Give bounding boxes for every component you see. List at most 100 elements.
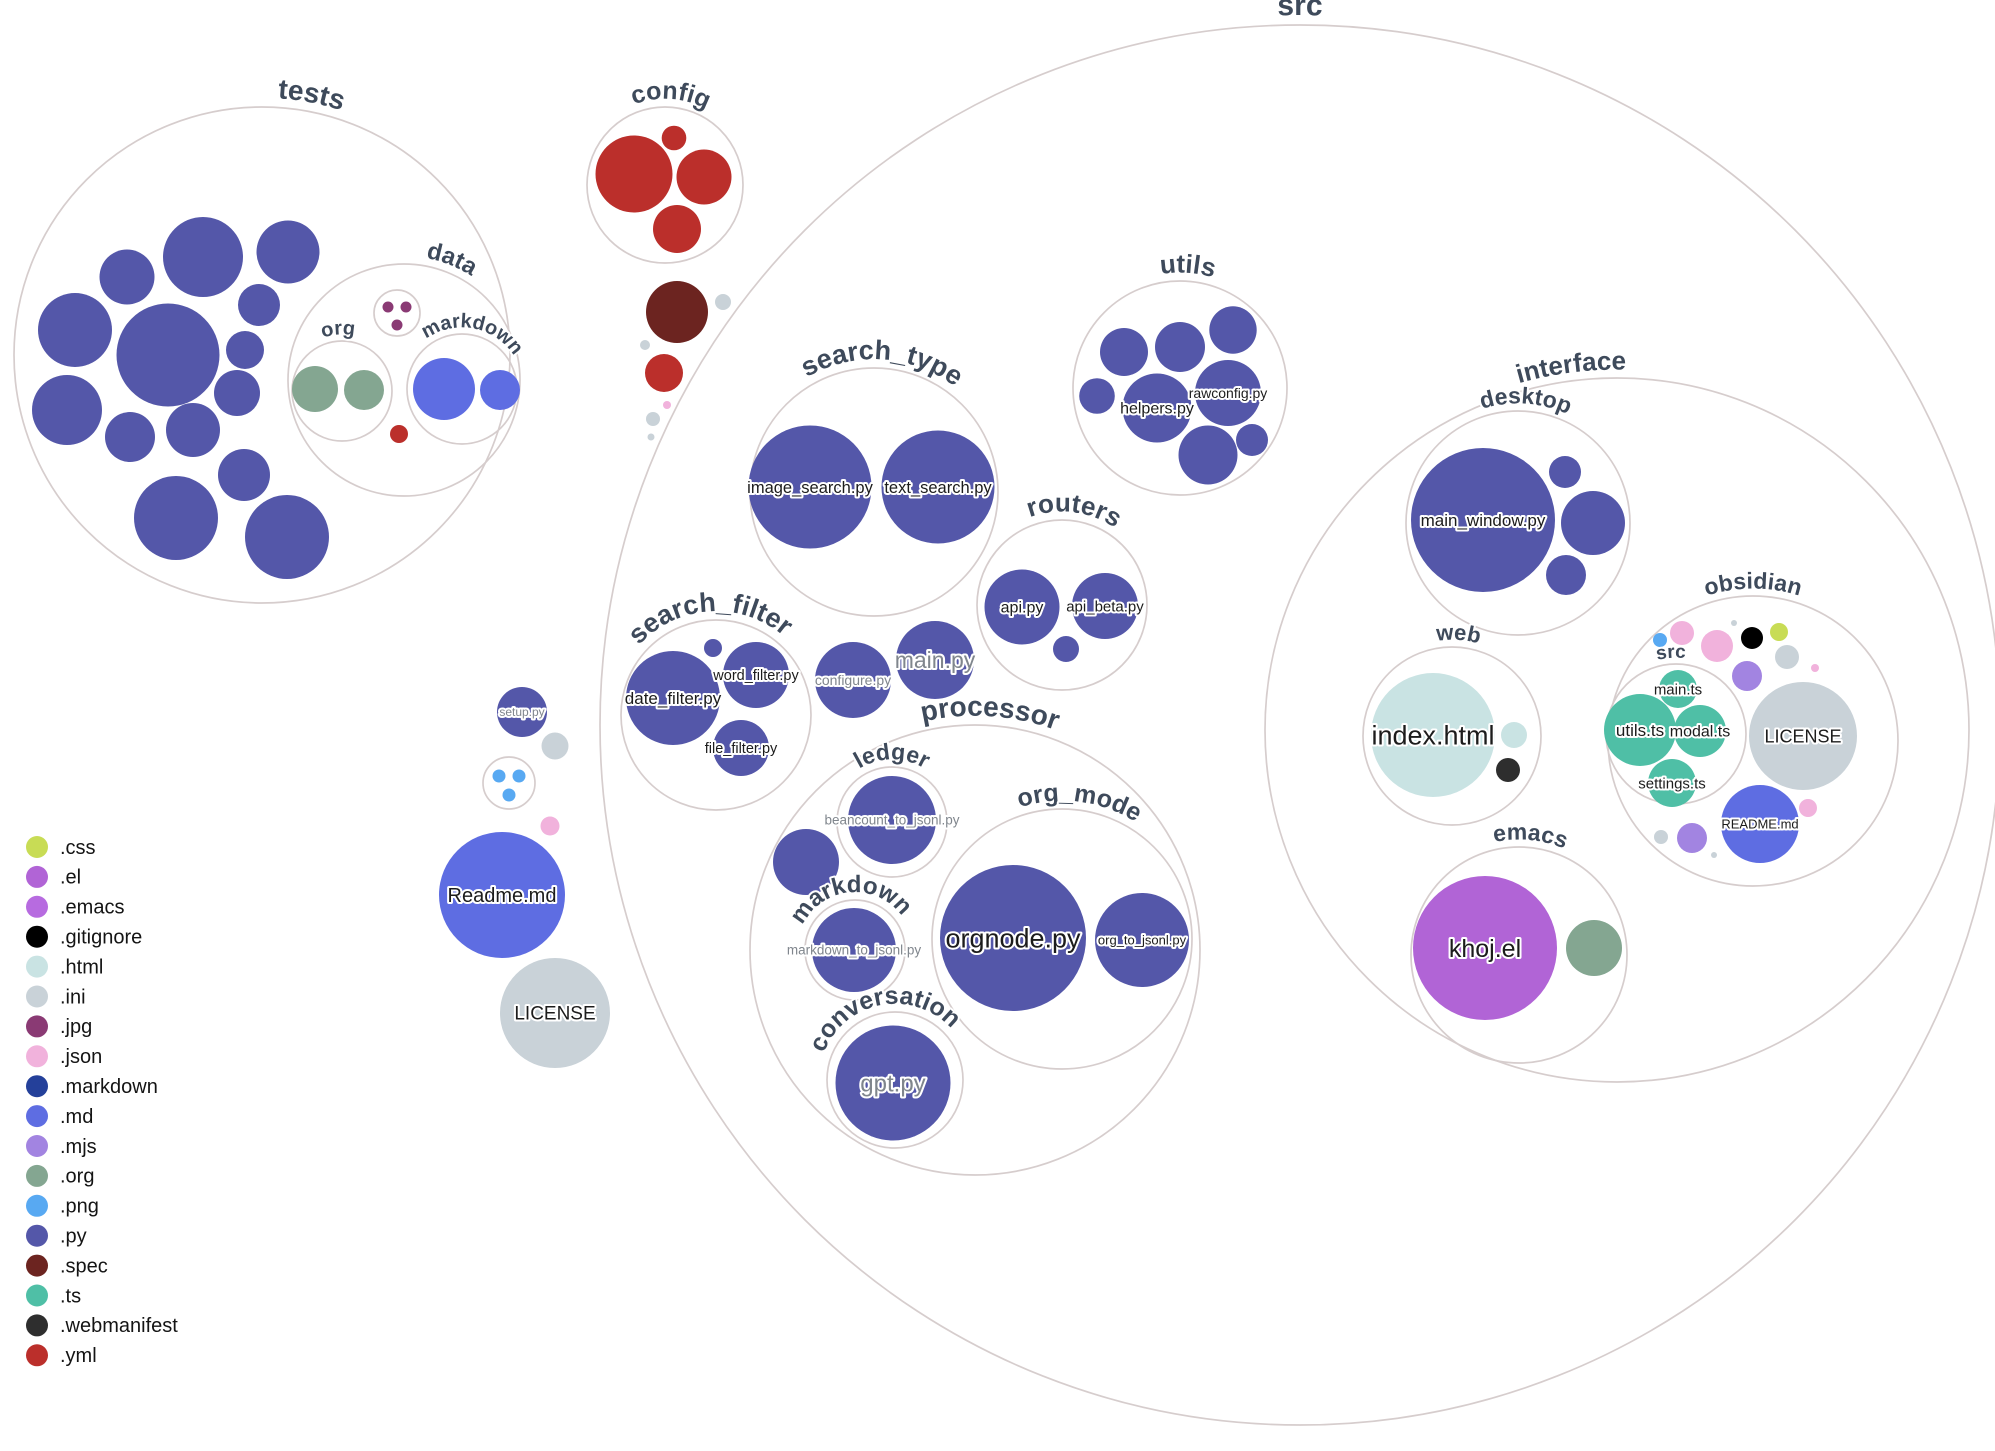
legend-swatch-ini-icon [26,985,48,1008]
file-helpers-py-circle [1122,373,1192,443]
legend-label-ini: .ini [60,986,86,1008]
file-api-py-label: api.py [1001,600,1044,617]
legend-swatch-mjs-icon [26,1135,48,1157]
file-py-76-circle [1155,322,1205,372]
file-file-filter-py-circle [713,720,769,776]
file-readme-md-label: Readme.md [448,885,557,907]
legend-item-emacs: .emacs [26,895,124,919]
legend-swatch-css-icon [26,836,48,858]
file-word-filter-py-circle [723,642,789,708]
file-markdown-to-jsonl-py-label: markdown_to_jsonl.py [787,943,922,958]
file-readme-md-label: README.md [1721,817,1798,832]
legend-item-mjs: .mjs [26,1135,97,1158]
file-py-24-circle [256,220,320,284]
folder-interface-circle [1264,377,1970,1083]
file-org-38-circle [344,370,384,410]
file-rawconfig-py-circle [1195,360,1261,426]
file-py-82-circle [1236,424,1268,456]
legend-label-yml: .yml [60,1345,97,1367]
legend-swatch-org-icon [26,1164,48,1187]
file-file-filter-py-label: file_filter.py [705,741,778,757]
legend-item-css: .css [26,836,96,859]
file-ini-102-circle [1775,645,1799,669]
file-main-py-circle [896,621,974,699]
file-yml-47-circle [676,149,732,205]
file-png-96-circle [1653,633,1667,647]
file-py-81-circle [1178,425,1238,485]
legend-swatch-md-icon [26,1105,48,1128]
legend-swatch-jpg-icon [26,1015,48,1038]
file-json-60-circle [540,816,560,836]
file-utils-ts-label: utils.ts [1616,721,1664,740]
file-setup-py-circle [497,687,547,737]
folder-data-org-label: org [319,317,357,342]
file-yml-41-circle [390,425,408,443]
file-json-98-circle [1701,630,1733,662]
file-license-label: LICENSE [1764,726,1841,746]
file-orgnode-py-label: orgnode.py [945,923,1081,953]
legend-item-gitignore: .gitignore [26,925,142,949]
file-ini-51-circle [640,340,650,350]
legend-item-ts: .ts [26,1284,81,1307]
legend-label-mjs: .mjs [60,1136,97,1158]
file-setup-py-label: setup.py [499,705,544,719]
file-py-28-circle [238,284,280,326]
legend-label-css: .css [60,837,96,859]
legend-item-el: .el [26,865,81,889]
file-css-101-circle [1770,623,1788,641]
file-settings-ts-label: settings.ts [1638,775,1706,792]
file-ini-56-circle [541,732,569,760]
file-rawconfig-py-label: rawconfig.py [1189,385,1268,401]
legend-swatch-emacs-icon [26,895,48,918]
legend-item-yml: .yml [26,1344,97,1367]
legend-label-png: .png [60,1196,99,1218]
file-org-to-jsonl-py-circle [1095,893,1189,987]
legend-swatch-markdown-icon [26,1075,48,1098]
folder-utils-label: utils [1158,248,1219,283]
file-py-77-circle [1209,306,1257,354]
legend-label-html: .html [60,956,103,978]
folder-org-mode-label: org_mode [1014,779,1147,828]
file-ini-50-circle [715,294,731,310]
legend-label-markdown: .markdown [60,1076,158,1098]
folder-src-label: src [1277,0,1323,22]
folder-interface-label: interface [1512,346,1626,389]
folder-search-type-label: search_type [796,335,969,392]
file-py-78-circle [1079,378,1115,414]
file-main-ts-label: main.ts [1654,681,1702,698]
file-khoj-el-label: khoj.el [1449,935,1521,963]
file-date-filter-py-circle [626,651,720,745]
legend-item-json: .json [26,1045,102,1068]
folder-config-circle [586,106,744,264]
file-modal-ts-label: modal.ts [1670,724,1730,741]
file-py-91-circle [1561,491,1625,555]
file-org-to-jsonl-py-label: org_to_jsonl.py [1098,933,1187,948]
file-png-59-circle [502,788,516,802]
file-ini-114-circle [1711,852,1717,858]
file-modal-ts-circle [1674,705,1726,757]
folder-root-dots-circle [482,756,536,810]
file-json-97-circle [1670,621,1694,645]
file-markdown-to-jsonl-py-circle [812,908,896,992]
folder-processor-label: processor [918,691,1064,736]
file-gitignore-100-circle [1741,627,1763,649]
folder-proc-markdown-circle [804,899,906,1001]
file-json-53-circle [663,401,671,409]
folder-data-circle [287,263,521,497]
legend-swatch-html-icon [26,955,48,978]
folder-ledger-circle [836,766,948,878]
legend-item-org: .org [26,1164,94,1188]
legend: .css .el .emacs .gitignore .html .ini .jpg .jso… [26,836,178,1367]
file-ini-99-circle [1731,620,1737,626]
file-image-search-py-label: image_search.py [747,479,873,497]
file-jpg-44-circle [391,319,403,331]
file-py-32-circle [105,412,155,462]
file-png-57-circle [492,769,506,783]
folder-data-dots-circle [373,289,421,337]
legend-swatch-el-icon [26,865,48,888]
file-yml-48-circle [653,205,701,253]
file-utils-ts-circle [1604,694,1676,766]
file-py-36-circle [245,495,329,579]
file-py-83-circle [773,829,839,895]
file-api-py-circle [984,569,1060,645]
